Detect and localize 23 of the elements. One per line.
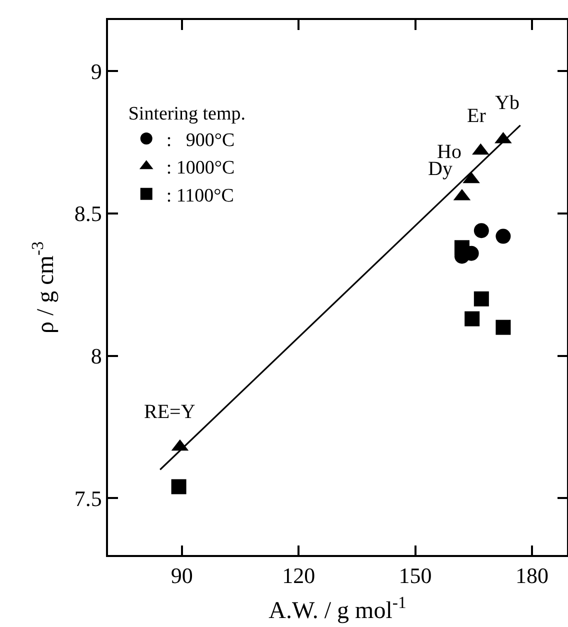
- y-tick-label: 8.5: [74, 201, 102, 226]
- legend-label: : 1100°C: [166, 185, 234, 206]
- point: [496, 320, 511, 335]
- annotation: RE=Y: [144, 401, 196, 423]
- legend-label: : 1000°C: [166, 158, 235, 179]
- legend-label: : 900°C: [166, 130, 235, 151]
- point: [464, 311, 480, 326]
- legend-title: Sintering temp.: [128, 104, 246, 125]
- y-tick-label: 7.5: [74, 486, 102, 511]
- point: [171, 479, 186, 494]
- x-tick-label: 120: [282, 563, 316, 588]
- y-tick-label: 8: [90, 344, 102, 368]
- point: [474, 291, 489, 306]
- x-tick-label: 180: [515, 563, 548, 588]
- y-tick-label: 9: [90, 58, 102, 84]
- x-tick-label: 150: [398, 563, 432, 588]
- x-tick-label: 90: [170, 563, 193, 588]
- annotation: Er: [467, 105, 486, 127]
- point: [474, 223, 489, 238]
- annotation: Yb: [495, 92, 520, 114]
- point: [496, 228, 511, 244]
- point: [454, 240, 470, 256]
- x-axis-title: A.W. / g mol$^{-1}$: [268, 592, 406, 624]
